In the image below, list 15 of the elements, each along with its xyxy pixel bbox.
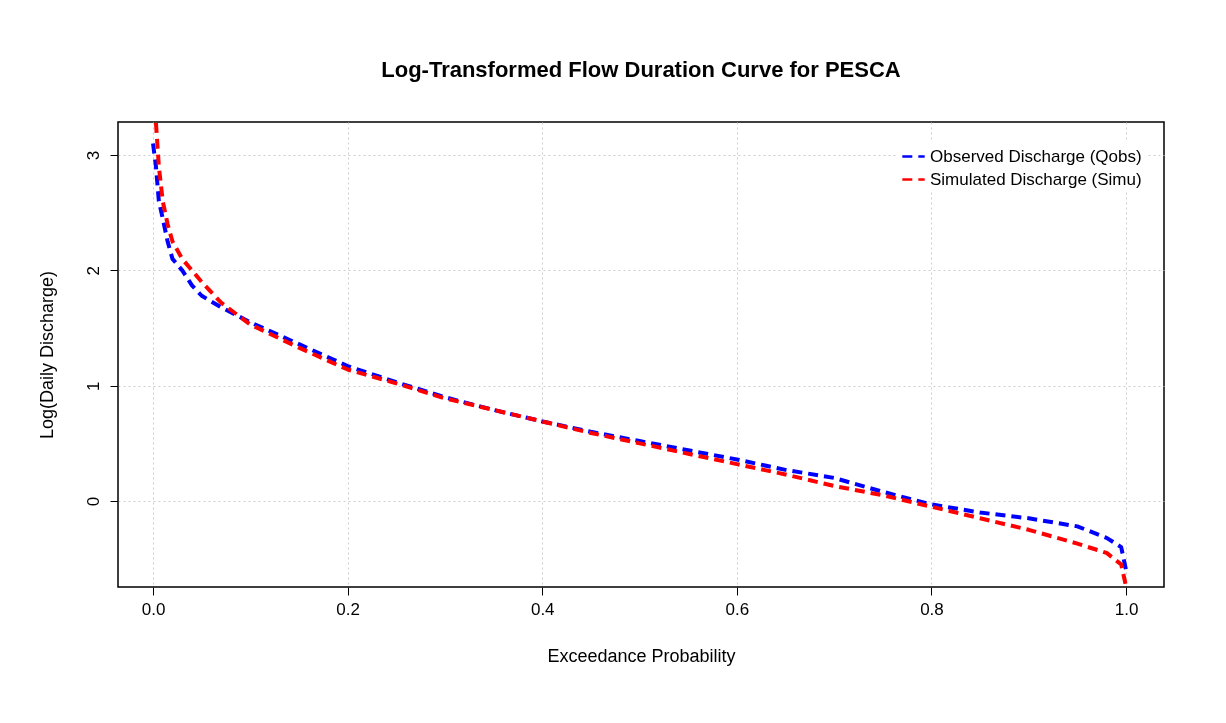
x-tick-label: 0.8	[920, 599, 944, 619]
x-tick-label: 0.4	[530, 599, 555, 619]
y-tick-label: 3	[83, 150, 103, 161]
x-tick-label: 1.0	[1114, 599, 1139, 619]
y-axis-title: Log(Daily Discharge)	[36, 270, 57, 440]
x-tick-label: 0.2	[336, 599, 360, 619]
x-tick-label: 0.6	[725, 599, 750, 619]
legend-label: Simulated Discharge (Simu)	[930, 169, 1142, 189]
y-tick-label: 2	[83, 266, 103, 276]
x-axis-title: Exceedance Probability	[547, 645, 736, 666]
x-tick-label: 0.0	[141, 599, 166, 619]
legend-label: Observed Discharge (Qobs)	[930, 146, 1142, 166]
y-tick-label: 0	[83, 496, 103, 507]
chart-title: Log-Transformed Flow Duration Curve for PESCA	[381, 57, 901, 82]
y-tick-label: 1	[83, 381, 103, 391]
